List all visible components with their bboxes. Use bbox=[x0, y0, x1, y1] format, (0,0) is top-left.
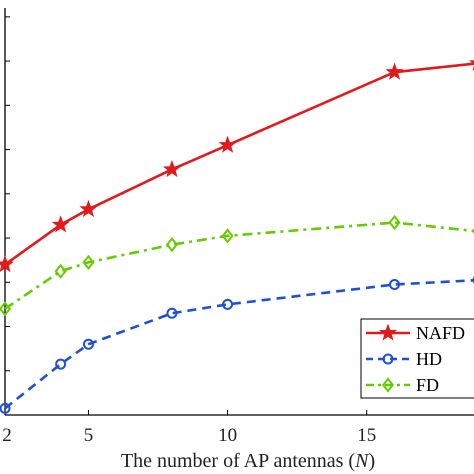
legend-entry-fd: FD bbox=[366, 375, 439, 395]
series-line-nafd bbox=[4, 62, 474, 266]
data-point-fd bbox=[82, 254, 95, 270]
data-point-fd bbox=[165, 237, 179, 253]
legend-label-hd: HD bbox=[416, 349, 442, 369]
data-point-nafd bbox=[162, 160, 181, 178]
legend-entry-hd: HD bbox=[366, 349, 442, 369]
data-point-nafd bbox=[0, 255, 15, 273]
data-point-hd bbox=[222, 298, 234, 310]
data-point-fd bbox=[221, 228, 234, 244]
series-nafd bbox=[0, 60, 474, 273]
data-point-nafd bbox=[79, 199, 98, 217]
data-point-hd bbox=[55, 358, 67, 370]
legend-marker-shape-fd bbox=[381, 377, 395, 393]
legend: NAFD HD FD bbox=[360, 318, 474, 399]
series-layer bbox=[0, 60, 474, 414]
x-tick-label-15: 15 bbox=[357, 425, 376, 446]
x-axis-title-text: The number of AP antennas ( bbox=[121, 450, 356, 472]
legend-entry-nafd: NAFD bbox=[366, 323, 465, 343]
legend-marker-shape-nafd bbox=[378, 323, 398, 341]
data-point-hd bbox=[389, 278, 401, 290]
data-point-fd bbox=[0, 301, 12, 317]
series-line-fd bbox=[4, 221, 474, 310]
data-point-hd bbox=[166, 307, 178, 319]
x-axis-title: The number of AP antennas (N) bbox=[121, 450, 375, 472]
series-fd bbox=[0, 214, 474, 317]
x-tick-label-10: 10 bbox=[218, 425, 237, 446]
data-point-nafd bbox=[385, 62, 404, 80]
data-point-nafd bbox=[51, 215, 70, 233]
data-point-hd bbox=[0, 402, 11, 414]
legend-marker-nafd bbox=[378, 323, 398, 341]
x-axis-ticks bbox=[4, 410, 368, 415]
legend-marker-hd bbox=[382, 353, 394, 365]
legend-marker-fd bbox=[381, 377, 395, 393]
x-axis-title-variable: N bbox=[354, 450, 370, 472]
x-tick-labels: 2 5 10 15 bbox=[2, 425, 376, 446]
data-point-fd bbox=[54, 263, 67, 279]
data-point-nafd bbox=[468, 60, 474, 71]
x-tick-label-5: 5 bbox=[84, 425, 94, 446]
data-point-fd bbox=[388, 214, 401, 231]
legend-marker-shape-hd bbox=[382, 353, 394, 365]
y-axis-ticks bbox=[5, 16, 10, 372]
legend-label-nafd: NAFD bbox=[416, 323, 465, 343]
x-axis-title-close: ) bbox=[368, 450, 375, 472]
data-point-nafd bbox=[218, 135, 237, 153]
plot-area bbox=[0, 8, 474, 416]
data-point-hd bbox=[82, 338, 94, 350]
x-tick-label-2: 2 bbox=[2, 425, 12, 446]
legend-label-fd: FD bbox=[416, 375, 439, 395]
